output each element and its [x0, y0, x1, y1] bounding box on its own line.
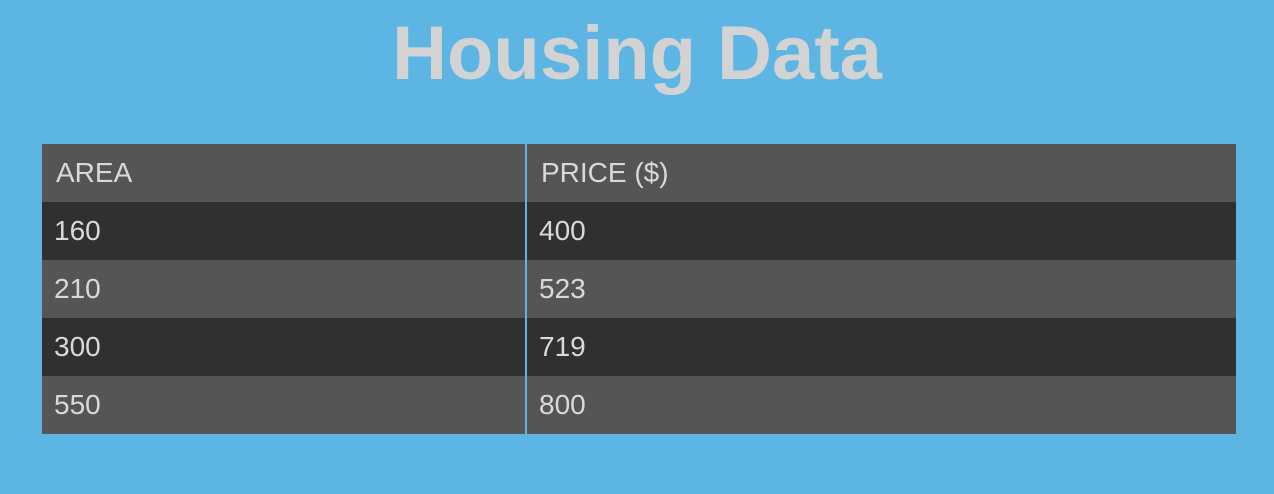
table-cell-price: 719 [539, 331, 586, 362]
table-cell-price: 523 [539, 273, 586, 304]
page-title: Housing Data [392, 11, 882, 96]
data-table: AREA PRICE ($) 160 400 210 523 300 719 5… [42, 144, 1236, 434]
column-header-price: PRICE ($) [541, 157, 669, 188]
table-cell-area: 300 [42, 318, 527, 376]
table-cell-price: 800 [539, 389, 586, 420]
table-header-row: AREA PRICE ($) [42, 144, 1236, 202]
table-row: 300 719 [42, 318, 1236, 376]
table-cell-area: 160 [42, 202, 527, 260]
table-row: 160 400 [42, 202, 1236, 260]
table-cell-price: 400 [539, 215, 586, 246]
table-cell-area: 210 [42, 260, 527, 318]
table-cell-area: 550 [42, 376, 527, 434]
column-header-area: AREA [42, 144, 527, 202]
table-row: 550 800 [42, 376, 1236, 434]
table-row: 210 523 [42, 260, 1236, 318]
